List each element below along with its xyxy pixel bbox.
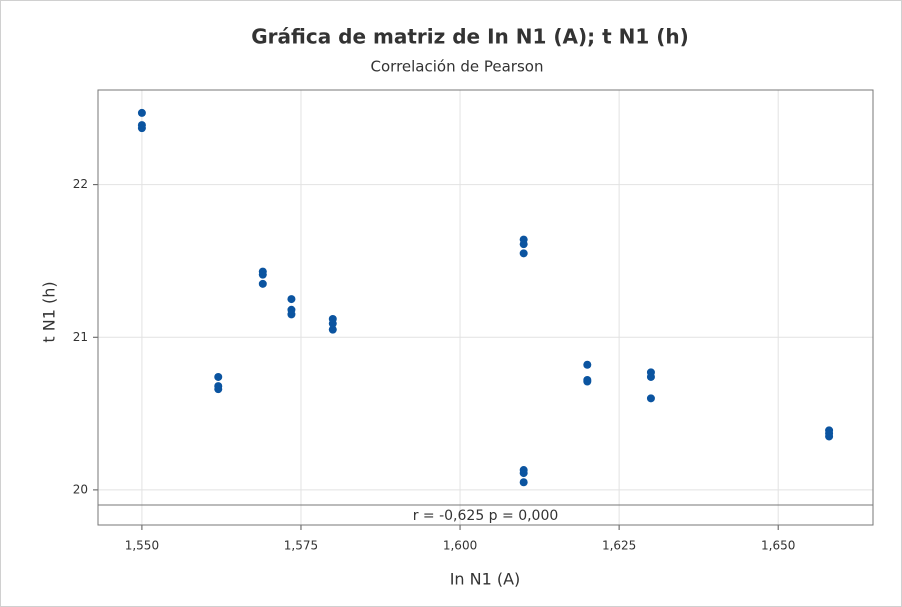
point (519, 469, 528, 478)
y-tick-label: 20 (73, 482, 88, 496)
point (825, 432, 834, 441)
x-tick-label: 1,575 (284, 539, 318, 553)
point (214, 372, 223, 381)
plot-border (97, 89, 874, 526)
point (137, 108, 146, 117)
y-tick-label: 22 (73, 177, 88, 191)
point (137, 124, 146, 133)
point (646, 372, 655, 381)
chart-subtitle: Correlación de Pearson (371, 58, 544, 76)
point (646, 394, 655, 403)
y-axis-label: t N1 (h) (40, 281, 59, 342)
y-tick-label: 21 (73, 330, 88, 344)
x-tick-label: 1,625 (602, 539, 636, 553)
point (583, 377, 592, 386)
point (328, 325, 337, 334)
point (583, 360, 592, 369)
plot-area (98, 90, 873, 525)
point (519, 249, 528, 258)
point (258, 279, 267, 288)
x-tick-label: 1,600 (443, 539, 477, 553)
point (258, 270, 267, 279)
x-tick-label: 1,550 (125, 539, 159, 553)
point (214, 385, 223, 394)
annotation: r = -0,625 p = 0,000 (413, 508, 559, 524)
x-axis-label: In N1 (A) (450, 570, 521, 589)
point (287, 295, 296, 304)
x-tick-label: 1,650 (761, 539, 795, 553)
chart-title: Gráfica de matriz de In N1 (A); t N1 (h) (251, 25, 688, 49)
point (287, 310, 296, 319)
point (328, 319, 337, 328)
point (519, 478, 528, 487)
point (519, 240, 528, 249)
